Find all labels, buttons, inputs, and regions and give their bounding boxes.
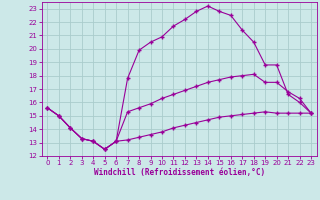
X-axis label: Windchill (Refroidissement éolien,°C): Windchill (Refroidissement éolien,°C)	[94, 168, 265, 177]
